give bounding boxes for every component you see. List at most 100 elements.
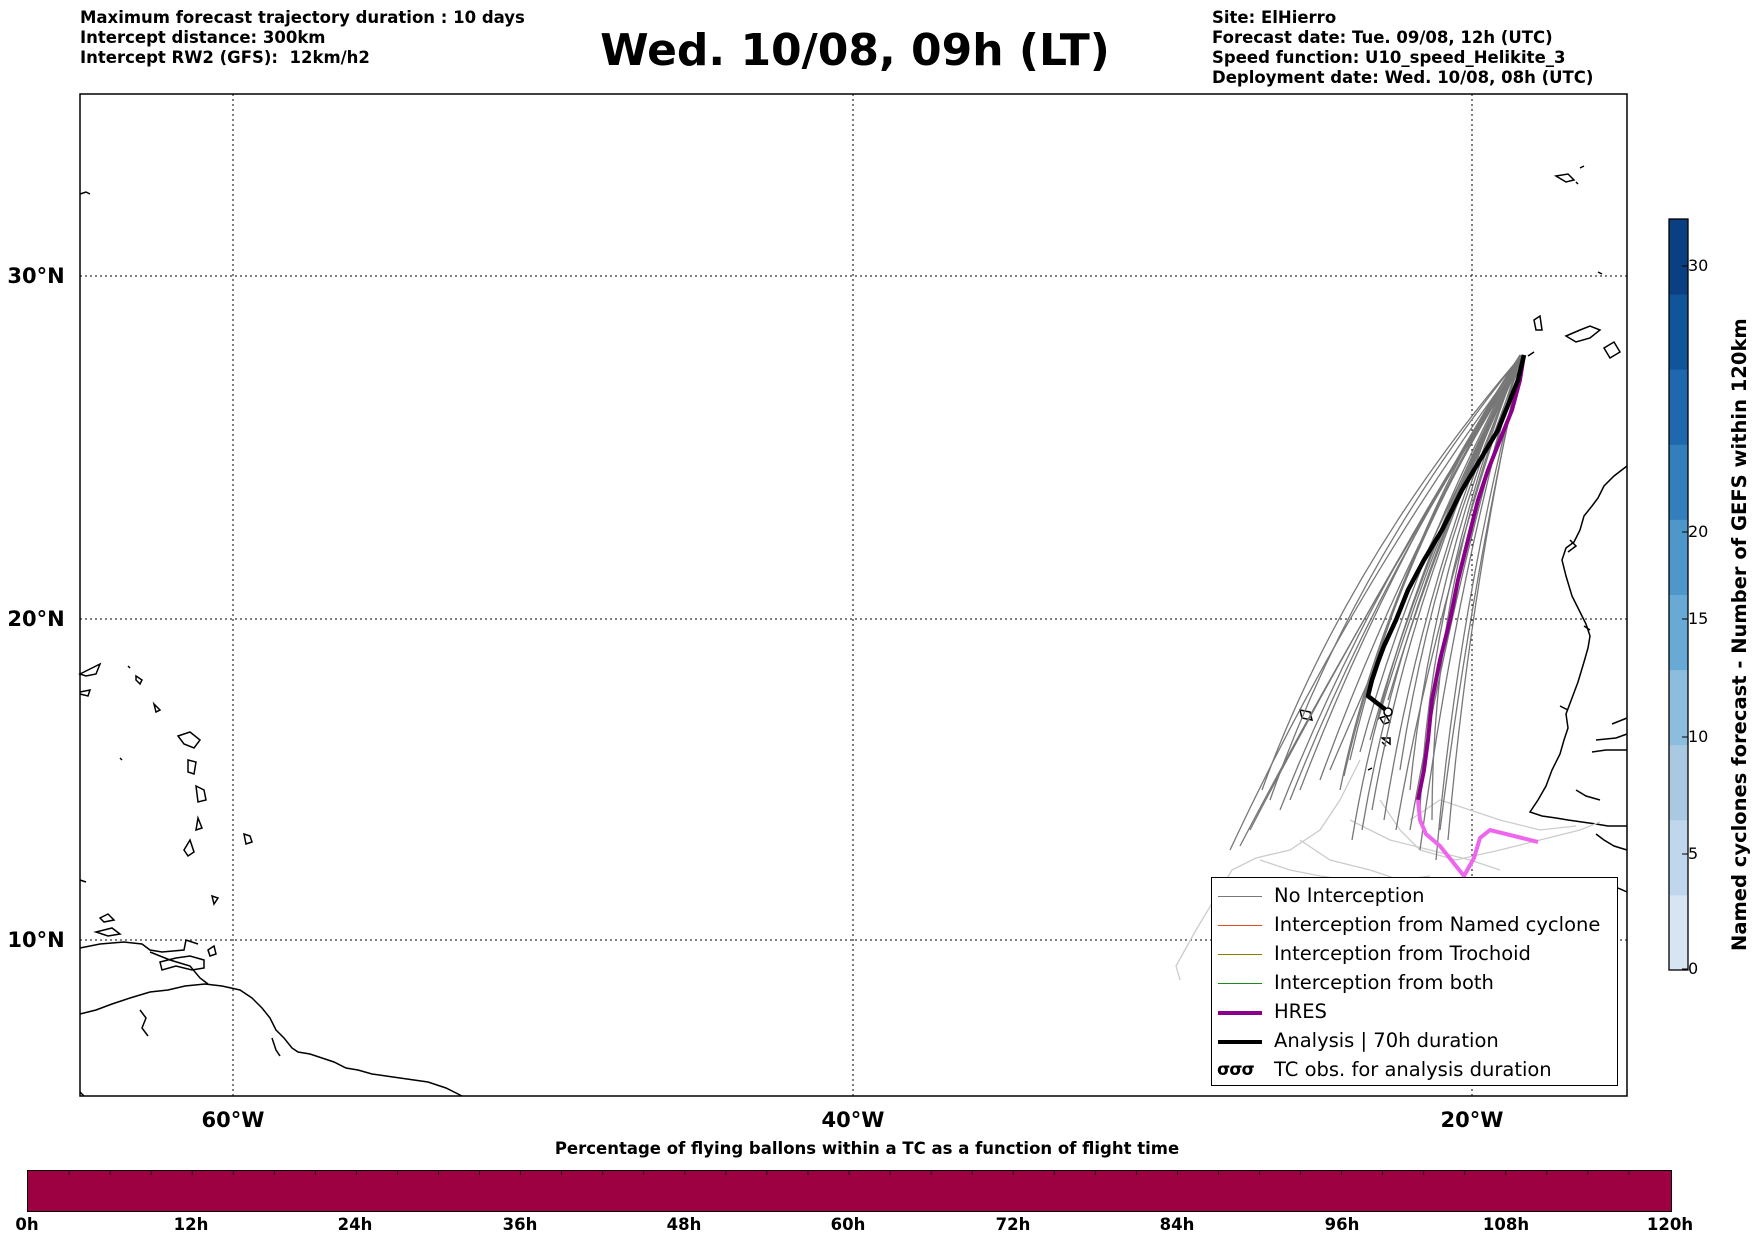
coast-island-2 — [93, 927, 122, 937]
coast-guyana-river — [139, 1009, 149, 1037]
coast-gran-canaria — [1602, 340, 1622, 360]
coast-cv-santo-antao — [1298, 709, 1314, 721]
analysis-end-marker — [1383, 707, 1393, 717]
map-frame — [79, 93, 1628, 1097]
legend-label-named-cyclone: Interception from Named cyclone — [1274, 913, 1601, 936]
map-title: Wed. 10/08, 09h (LT) — [600, 25, 1110, 76]
vertical-colorbar-segment — [1669, 444, 1688, 520]
percentage-colorbar — [27, 1170, 1672, 1212]
hbar-tick-60h: 60h — [830, 1215, 866, 1234]
coast-dominica — [187, 759, 197, 775]
vertical-colorbar-segment — [1669, 519, 1688, 595]
legend-swatch-both — [1218, 983, 1262, 984]
coast-guinea-bissau — [1591, 749, 1627, 753]
forecast-date-text: Forecast date: Tue. 09/08, 12h (UTC) — [1212, 28, 1553, 47]
coast-cap-blanc — [1567, 539, 1578, 553]
coast-grenada — [207, 944, 217, 957]
coast-island-8 — [119, 757, 123, 761]
intercept-rw2-text: Intercept RW2 (GFS): 12km/h2 — [80, 48, 370, 67]
hres-track — [1416, 354, 1526, 801]
coast-graciosa — [1597, 271, 1603, 275]
coast-trinidad — [159, 955, 205, 971]
coast-st-vincent — [183, 838, 195, 858]
coast-cv-maio — [1367, 767, 1373, 771]
faint-track — [1349, 819, 1501, 871]
vcbar-tick-5: 5 — [1688, 844, 1699, 863]
coast-island-3 — [79, 689, 92, 697]
legend-label-both: Interception from both — [1274, 971, 1494, 994]
coast-island-4 — [127, 665, 131, 669]
legend-item-tc-obs: σσσ TC obs. for analysis duration — [1212, 1056, 1617, 1085]
legend-swatch-trochoid — [1218, 954, 1262, 955]
vcbar-tick-20: 20 — [1688, 522, 1709, 541]
legend-item-trochoid: Interception from Trochoid — [1212, 940, 1617, 969]
vcbar-tick-10: 10 — [1688, 727, 1709, 746]
ensemble-track — [1239, 354, 1525, 847]
coast-senegal-river — [1611, 717, 1628, 725]
header-left-info: Maximum forecast trajectory duration : 1… — [80, 8, 525, 68]
coast-island-5 — [135, 674, 143, 686]
vertical-colorbar-segment — [1669, 369, 1688, 445]
coast-barbados — [210, 894, 220, 906]
tc-obs-icon: σσσ — [1217, 1060, 1255, 1080]
coast-el-hierro — [1527, 351, 1535, 357]
ensemble-track — [1409, 354, 1522, 791]
coast-liberia — [1617, 887, 1628, 893]
hbar-tick-96h: 96h — [1324, 1215, 1360, 1234]
coast-puerto-rico — [78, 662, 102, 677]
legend-swatch-named-cyclone — [1218, 925, 1262, 926]
legend-label-analysis: Analysis | 70h duration — [1274, 1029, 1499, 1052]
legend-item-named-cyclone: Interception from Named cyclone — [1212, 911, 1617, 940]
vertical-colorbar-segment — [1669, 294, 1688, 370]
legend-item-both: Interception from both — [1212, 969, 1617, 998]
speed-function-text: Speed function: U10_speed_Helikite_3 — [1212, 48, 1566, 67]
coast-st-lucia — [195, 815, 203, 832]
vertical-colorbar-segment — [1669, 594, 1688, 671]
coast-island-7 — [243, 832, 253, 845]
legend-label-no-interception: No Interception — [1274, 884, 1425, 907]
vertical-colorbar-segment — [1669, 669, 1688, 746]
coast-la-palma — [1533, 314, 1543, 331]
vertical-colorbar-segment — [1669, 819, 1688, 896]
deployment-date-text: Deployment date: Wed. 10/08, 08h (UTC) — [1212, 68, 1594, 87]
coast-selvagens — [1575, 181, 1579, 185]
hbar-tick-24h: 24h — [337, 1215, 373, 1234]
legend-swatch-no-interception — [1218, 896, 1262, 897]
coast-tenerife — [1564, 325, 1602, 343]
coast-venezuela-north — [79, 939, 199, 953]
ensemble-track — [1351, 354, 1523, 841]
vertical-colorbar — [1669, 219, 1688, 971]
hbar-tick-0h: 0h — [15, 1215, 39, 1234]
hbar-tick-12h: 12h — [173, 1215, 209, 1234]
hres-extended-track — [1416, 799, 1539, 880]
ensemble-track — [1343, 356, 1525, 777]
vcbar-tick-15: 15 — [1688, 609, 1709, 628]
lat-label-20n: 20°N — [7, 607, 64, 631]
lon-label-40w: 40°W — [822, 1108, 885, 1132]
header-right-info: Site: ElHierro Forecast date: Tue. 09/08… — [1212, 8, 1593, 88]
hbar-tick-120h: 120h — [1646, 1215, 1694, 1234]
map-legend: No Interception Interception from Named … — [1211, 877, 1618, 1086]
coast-south-america — [79, 983, 463, 1097]
coast-guadeloupe — [176, 731, 202, 749]
coast-island-6 — [152, 701, 162, 714]
coast-martinique — [195, 784, 207, 803]
legend-item-no-interception: No Interception — [1212, 882, 1617, 911]
coast-madeira — [1553, 173, 1576, 183]
coast-gambia — [1595, 733, 1628, 741]
ensemble-track — [1299, 354, 1521, 791]
faint-track — [1379, 799, 1601, 861]
legend-swatch-hres — [1218, 1011, 1262, 1015]
vertical-colorbar-segment — [1669, 219, 1688, 295]
coast-island-1 — [98, 913, 116, 923]
ensemble-track — [1261, 355, 1522, 791]
coast-sierra-leone — [1595, 833, 1628, 851]
hbar-tick-36h: 36h — [502, 1215, 538, 1234]
max-duration-text: Maximum forecast trajectory duration : 1… — [80, 8, 525, 27]
percentage-colorbar-title: Percentage of flying ballons within a TC… — [554, 1139, 1180, 1158]
hbar-tick-84h: 84h — [1159, 1215, 1195, 1234]
lat-label-10n: 10°N — [7, 928, 64, 952]
lon-label-60w: 60°W — [202, 1108, 265, 1132]
vertical-colorbar-segment — [1669, 744, 1688, 821]
lon-label-20w: 20°W — [1441, 1108, 1504, 1132]
